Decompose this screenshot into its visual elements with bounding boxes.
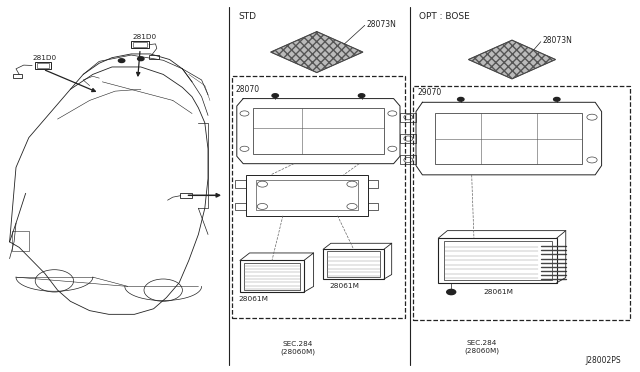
Bar [413, 86, 630, 320]
Bar [400, 113, 416, 122]
Polygon shape [468, 40, 556, 79]
Bar [240, 260, 304, 292]
Bar [435, 113, 582, 164]
Bar [235, 203, 246, 210]
Circle shape [118, 59, 125, 62]
Bar [327, 251, 380, 277]
Text: 28061M: 28061M [239, 296, 269, 302]
Bar [12, 231, 29, 251]
Circle shape [447, 289, 456, 295]
Text: 29070: 29070 [417, 89, 442, 97]
Text: SEC.284: SEC.284 [467, 340, 497, 346]
Bar [235, 180, 246, 188]
Bar [438, 238, 557, 283]
Bar [368, 180, 378, 188]
Bar [35, 62, 51, 69]
Text: OPT : BOSE: OPT : BOSE [419, 12, 470, 21]
Text: (28060M): (28060M) [465, 347, 499, 354]
Bar [244, 263, 300, 290]
Text: (28060M): (28060M) [280, 348, 315, 355]
Circle shape [358, 94, 365, 97]
Text: 28061M: 28061M [483, 289, 513, 295]
Bar [323, 249, 384, 279]
Bar [37, 63, 49, 68]
Bar [368, 203, 378, 210]
Circle shape [458, 97, 464, 101]
Bar [444, 241, 552, 280]
Text: STD: STD [239, 12, 257, 21]
Bar [256, 180, 358, 210]
Bar [232, 76, 405, 318]
Bar [253, 108, 384, 154]
Circle shape [138, 57, 144, 61]
Bar [131, 41, 149, 48]
Bar [246, 175, 368, 216]
Bar [13, 74, 22, 78]
Bar [180, 193, 192, 198]
Text: 28061M: 28061M [330, 283, 360, 289]
Text: 28073N: 28073N [542, 36, 572, 45]
Polygon shape [271, 32, 363, 73]
Text: 28070: 28070 [236, 85, 260, 94]
Bar [133, 42, 147, 47]
Text: 281D0: 281D0 [132, 34, 157, 40]
Text: 281D0: 281D0 [32, 55, 56, 61]
Bar [149, 55, 159, 59]
Circle shape [272, 94, 278, 97]
Bar [400, 155, 416, 164]
Text: SEC.284: SEC.284 [282, 341, 313, 347]
Text: 28073N: 28073N [366, 20, 396, 29]
Bar [400, 134, 416, 143]
Circle shape [554, 97, 560, 101]
Text: J28002PS: J28002PS [585, 356, 621, 365]
